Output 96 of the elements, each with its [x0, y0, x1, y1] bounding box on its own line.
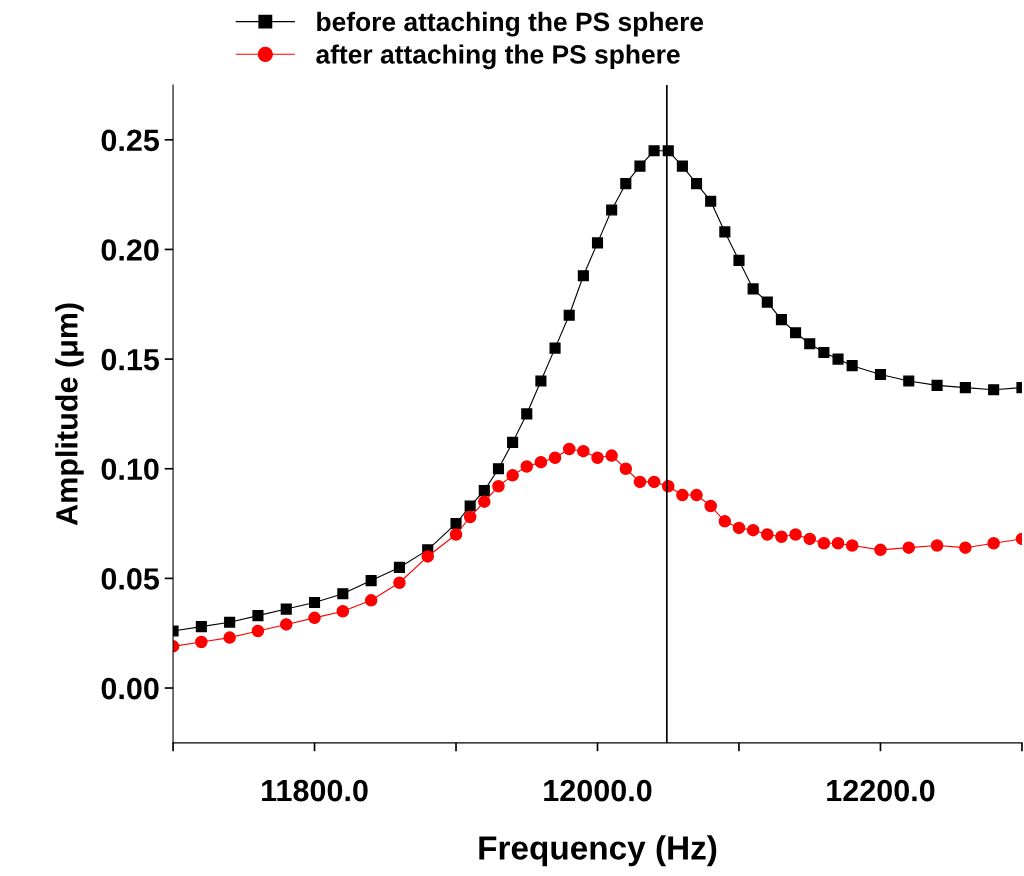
point [393, 576, 406, 590]
point [832, 353, 844, 365]
point [251, 624, 265, 638]
y-tick-label: 0.20 [101, 239, 159, 261]
point [492, 480, 505, 493]
point [336, 605, 350, 618]
point [690, 488, 703, 502]
point [831, 537, 845, 550]
point [633, 475, 647, 489]
x-tick-label: 12000.0 [544, 779, 652, 802]
point [577, 444, 590, 458]
point [279, 618, 293, 631]
point [421, 550, 434, 563]
point [308, 596, 321, 609]
point [478, 495, 491, 508]
point [959, 541, 972, 554]
point [874, 368, 887, 380]
point [761, 296, 773, 308]
point [365, 575, 377, 587]
y-tick-label: 0.00 [101, 677, 159, 700]
point [562, 442, 576, 456]
point [818, 346, 830, 359]
point [846, 360, 858, 372]
point [521, 408, 533, 420]
point [464, 500, 476, 512]
point [676, 160, 688, 172]
point [606, 204, 618, 216]
point [478, 485, 490, 497]
point [704, 499, 717, 513]
point [845, 539, 859, 552]
point [903, 375, 915, 387]
point [804, 338, 816, 350]
point [718, 515, 732, 528]
point [534, 455, 548, 469]
point [690, 178, 703, 190]
point [591, 451, 604, 465]
y-tick-label: 0.25 [101, 129, 160, 152]
point [463, 510, 477, 524]
point [789, 528, 802, 541]
point [647, 475, 661, 489]
y-tick-label: 0.10 [101, 458, 159, 481]
point [719, 226, 731, 238]
point [520, 460, 534, 473]
point [988, 384, 1000, 396]
point [577, 270, 589, 282]
point [930, 539, 944, 552]
point [775, 314, 787, 326]
point [959, 382, 971, 394]
x-tick-label: 11800.0 [262, 779, 368, 802]
point [874, 543, 887, 557]
point [605, 449, 618, 462]
point [620, 178, 632, 190]
point [195, 621, 207, 633]
point [492, 463, 505, 475]
point [223, 631, 236, 644]
point [790, 327, 802, 339]
point [817, 537, 831, 550]
point [195, 635, 208, 649]
x-tick-label: 12200.0 [827, 779, 935, 802]
point [506, 469, 519, 482]
x-axis-title: Frequency (Hz) [479, 835, 717, 867]
point [733, 254, 745, 266]
point [648, 145, 660, 157]
point [563, 309, 575, 321]
point [252, 610, 264, 622]
point [549, 342, 561, 354]
point [591, 237, 604, 249]
legend-label: after attaching the PS sphere [316, 44, 680, 70]
point [548, 451, 562, 465]
point [803, 532, 816, 546]
point [746, 523, 760, 537]
point [449, 528, 463, 541]
point [987, 537, 1000, 550]
point [224, 616, 236, 628]
point [761, 528, 774, 541]
point [747, 283, 759, 295]
point [676, 488, 689, 502]
point [732, 521, 746, 535]
point [280, 603, 292, 615]
point [775, 530, 788, 543]
point [507, 436, 519, 448]
y-axis-title: Amplitude (μm) [55, 303, 84, 526]
point [705, 195, 717, 207]
y-tick-label: 0.15 [101, 348, 160, 371]
point [364, 594, 378, 607]
point [931, 379, 943, 391]
point [902, 541, 916, 554]
point [337, 588, 349, 600]
y-tick-label: 0.05 [101, 568, 160, 590]
point [308, 611, 321, 625]
point [535, 375, 547, 387]
point [619, 462, 633, 475]
point [634, 160, 646, 172]
legend-label: before attaching the PS sphere [317, 11, 704, 37]
point [450, 517, 462, 530]
point [393, 561, 405, 573]
